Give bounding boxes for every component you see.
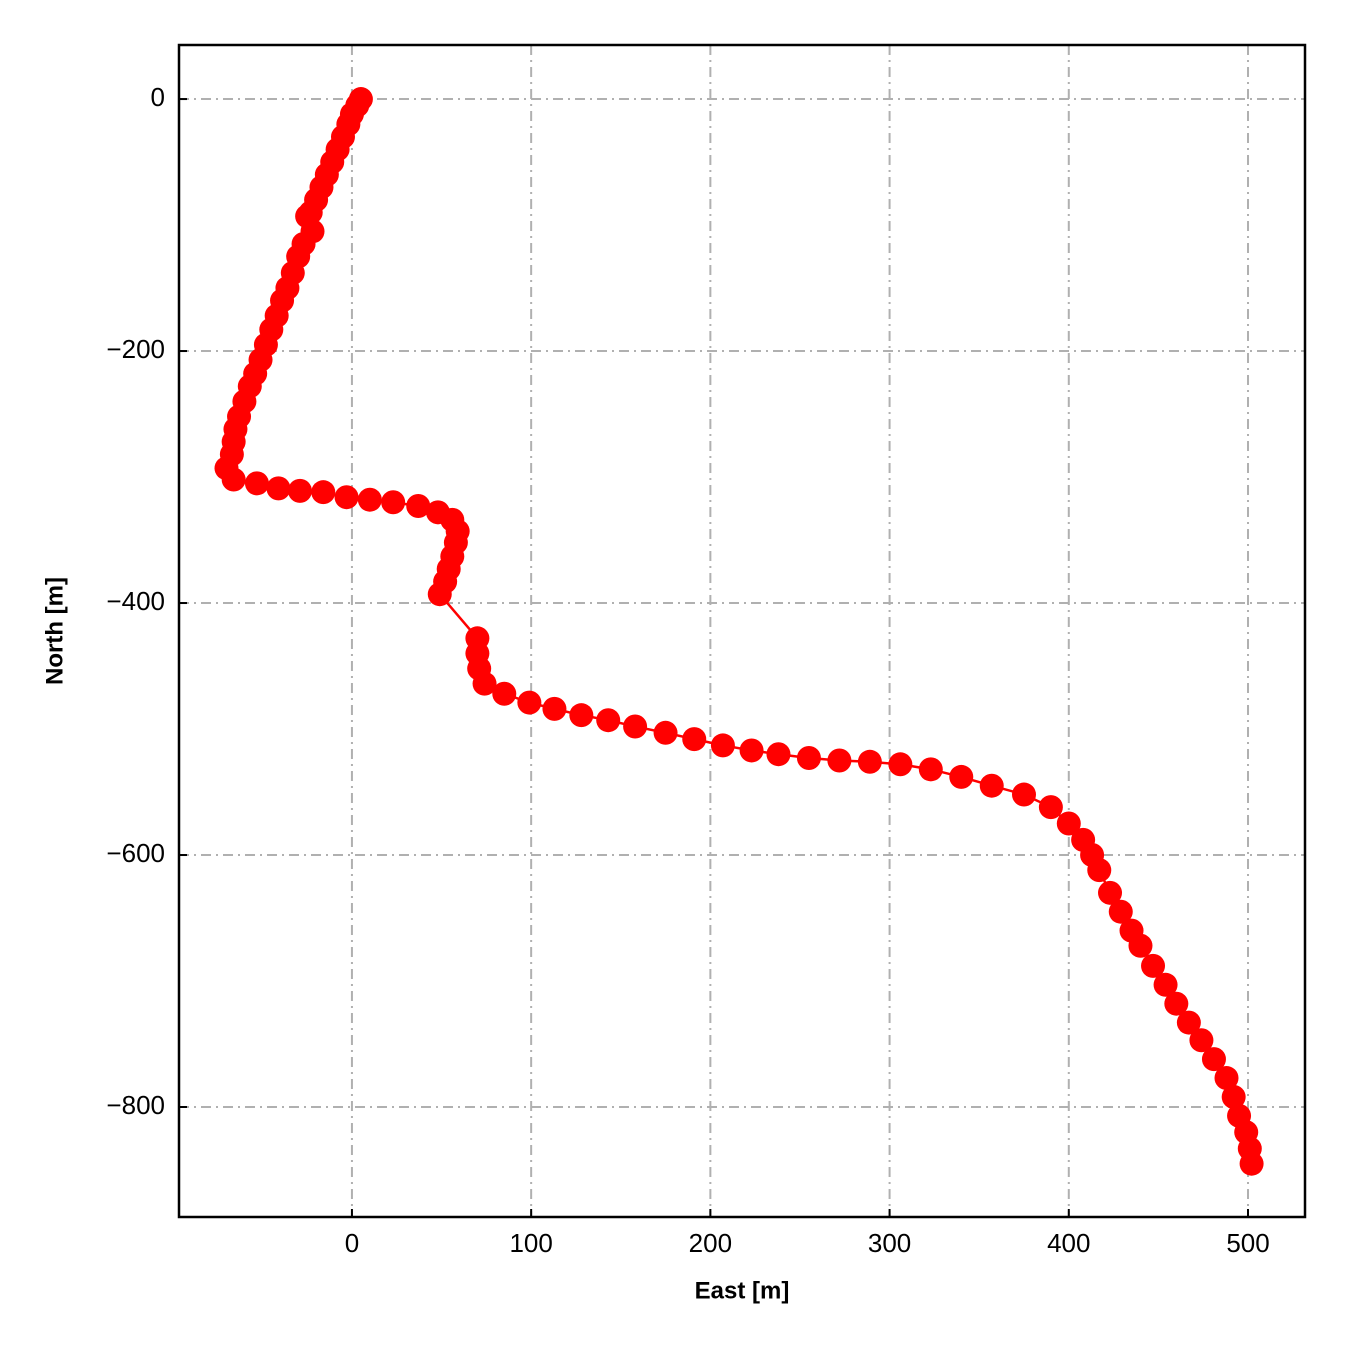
point — [1056, 811, 1081, 836]
x-tick-label: 200 — [689, 1228, 732, 1258]
point — [266, 476, 291, 501]
point — [357, 487, 382, 512]
point — [653, 720, 678, 745]
point — [1087, 858, 1112, 883]
point — [682, 727, 707, 752]
point — [334, 485, 359, 510]
point — [244, 471, 269, 496]
x-tick-label: 0 — [345, 1228, 359, 1258]
x-tick-label: 500 — [1226, 1228, 1269, 1258]
point — [949, 764, 974, 789]
point — [492, 681, 517, 706]
point — [623, 714, 648, 739]
point — [857, 749, 882, 774]
point — [1239, 1151, 1264, 1176]
point — [918, 757, 943, 782]
y-tick-label: −400 — [106, 586, 165, 616]
point — [1189, 1028, 1214, 1053]
point — [221, 467, 246, 492]
x-tick-label: 400 — [1047, 1228, 1090, 1258]
point — [472, 671, 497, 696]
point — [710, 733, 735, 758]
y-tick-label: −600 — [106, 838, 165, 868]
plot-frame — [177, 43, 1307, 1219]
point — [1038, 795, 1063, 820]
point — [1164, 991, 1189, 1016]
point — [888, 752, 913, 777]
point — [311, 480, 336, 505]
point — [542, 696, 567, 721]
point — [1098, 880, 1123, 905]
y-tick-label: −800 — [106, 1090, 165, 1120]
point — [569, 703, 594, 728]
y-tick-label: −200 — [106, 334, 165, 364]
point — [739, 738, 764, 763]
point — [1141, 953, 1166, 978]
x-tick-label: 100 — [509, 1228, 552, 1258]
line — [225, 98, 1253, 1164]
point — [1201, 1047, 1226, 1072]
x-tick-label: 300 — [868, 1228, 911, 1258]
point — [766, 742, 791, 767]
point — [1011, 782, 1036, 807]
point — [427, 582, 452, 607]
point — [979, 773, 1004, 798]
point — [287, 478, 312, 503]
point — [1153, 972, 1178, 997]
point — [517, 690, 542, 715]
point — [1108, 899, 1133, 924]
point — [381, 490, 406, 515]
point — [1221, 1084, 1246, 1109]
point — [406, 494, 431, 519]
point — [796, 746, 821, 771]
y-tick-label: 0 — [151, 82, 165, 112]
point — [596, 708, 621, 733]
y-axis-label: North [m] — [41, 577, 68, 685]
point — [1214, 1066, 1239, 1091]
point — [1176, 1010, 1201, 1035]
point — [1128, 933, 1153, 958]
x-axis-label: East [m] — [695, 1277, 790, 1304]
point — [827, 748, 852, 773]
